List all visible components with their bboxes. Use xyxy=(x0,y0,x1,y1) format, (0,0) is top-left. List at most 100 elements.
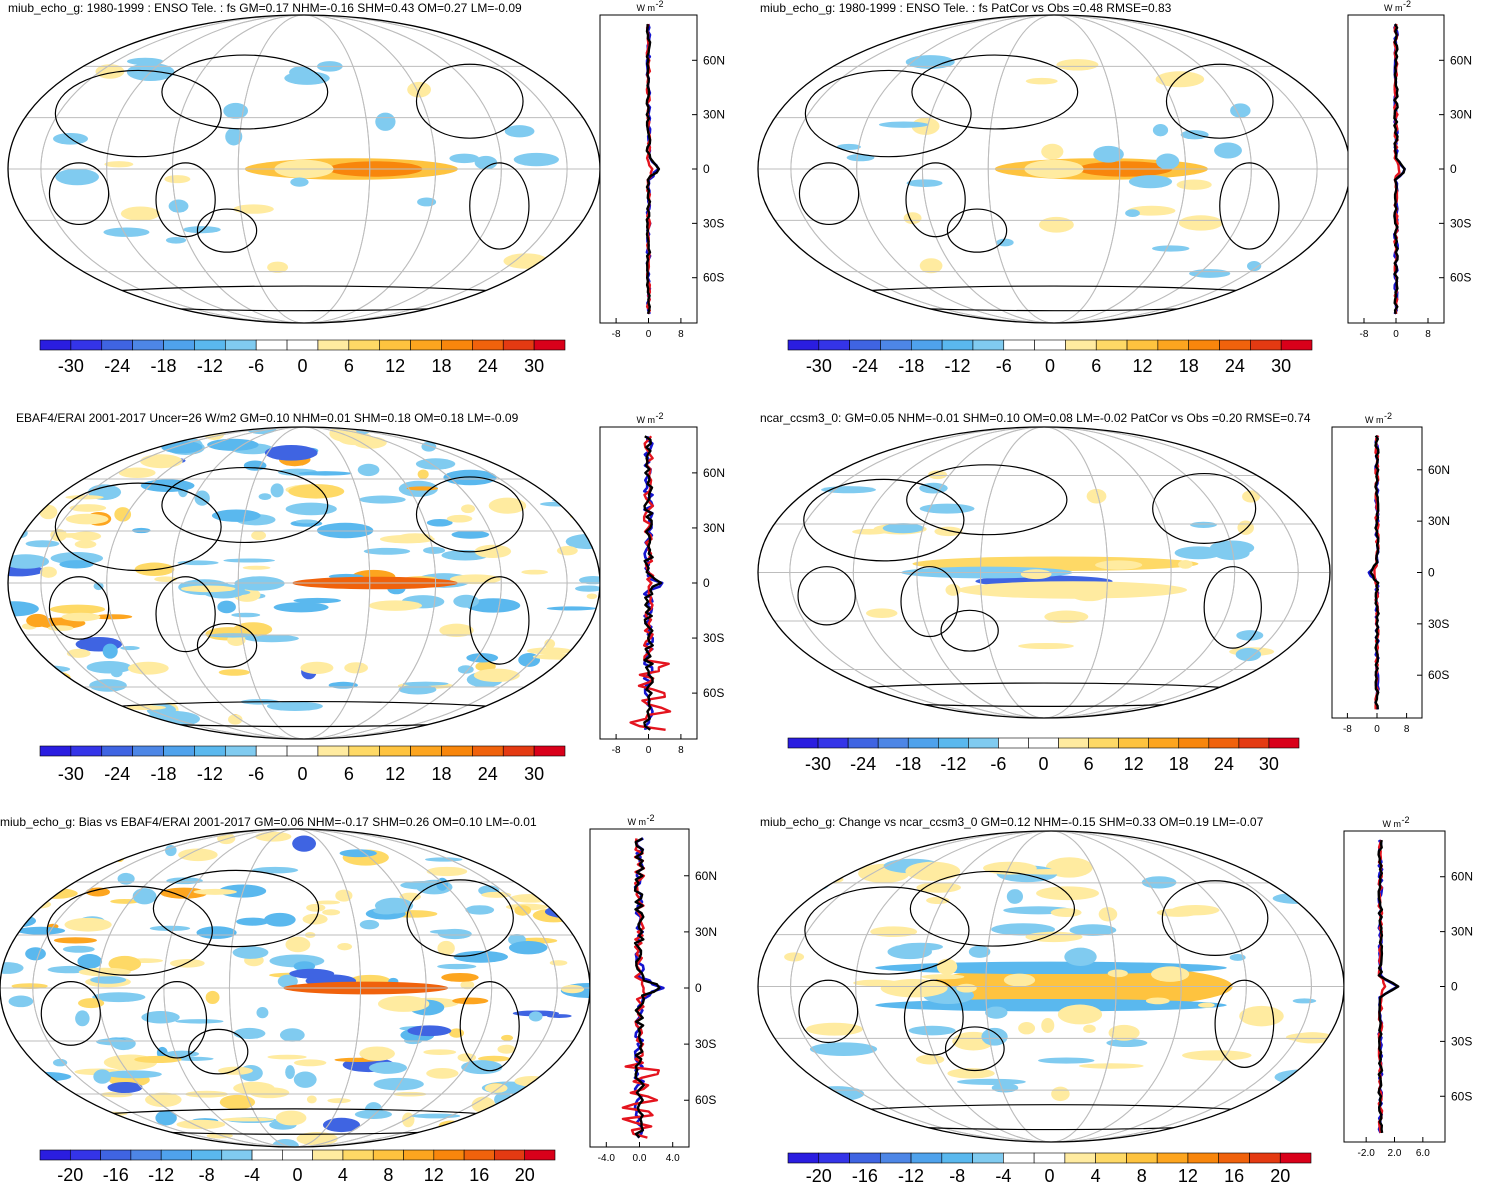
continent-outline xyxy=(155,576,216,653)
colorbar-swatch xyxy=(502,339,535,351)
meridian-gridline xyxy=(852,427,1236,718)
colorbar-swatch xyxy=(39,745,72,757)
lat-tick-label: 60N xyxy=(1451,870,1473,884)
colorbar-swatch xyxy=(224,745,257,757)
colorbar-swatch xyxy=(1088,737,1119,749)
meridian-gridline xyxy=(790,15,1318,323)
colorbar-swatch xyxy=(163,745,195,757)
lat-tick-label: 0 xyxy=(695,981,702,995)
colorbar-label: -8 xyxy=(199,1165,215,1185)
colorbar-swatch xyxy=(132,745,164,757)
colorbar-label: 12 xyxy=(1178,1166,1198,1186)
colorbar-label: 20 xyxy=(515,1165,535,1185)
colorbar-label: 30 xyxy=(1271,356,1291,376)
colorbar-swatch xyxy=(441,745,473,757)
meridian-gridline xyxy=(40,15,568,323)
profile-x-tick-label: 0 xyxy=(1393,329,1399,340)
units-exponent: -2 xyxy=(1403,0,1411,9)
map-p3 xyxy=(7,426,601,740)
continent-outline xyxy=(40,981,101,1046)
map-p4 xyxy=(757,426,1331,719)
colorbar-swatch xyxy=(433,1149,465,1161)
colorbar-label: 4 xyxy=(338,1165,348,1185)
meridian-gridline xyxy=(985,831,1117,1142)
profile-x-tick-label: 8 xyxy=(1404,724,1410,735)
continent-outline xyxy=(196,208,258,253)
colorbar-swatch xyxy=(130,1149,162,1161)
colorbar-swatch xyxy=(818,339,850,351)
map-p5 xyxy=(0,828,591,1148)
lat-tick-label: 60S xyxy=(703,271,724,285)
colorbar-swatch xyxy=(1280,339,1313,351)
lat-tick-label: 30S xyxy=(1451,1034,1472,1048)
colorbar-label: -6 xyxy=(996,356,1012,376)
colorbar-swatch xyxy=(39,1149,71,1161)
colorbar-label: -18 xyxy=(151,764,177,784)
colorbar-label: -24 xyxy=(850,754,876,774)
continent-outline xyxy=(905,162,966,238)
colorbar-swatch xyxy=(972,1152,1004,1164)
lat-tick-label: 30N xyxy=(703,521,725,535)
profile-x-tick-label: 8 xyxy=(1425,329,1431,340)
colorbar-swatch xyxy=(160,1149,192,1161)
profile-x-tick-label: 8 xyxy=(678,745,684,756)
colorbar-label: 4 xyxy=(1091,1166,1101,1186)
colorbar-label: -4 xyxy=(244,1165,260,1185)
profile-line xyxy=(633,837,661,1139)
colorbar-swatch xyxy=(348,339,381,351)
colorbar-swatch xyxy=(224,339,257,351)
continent-outline xyxy=(161,54,329,130)
meridian-gridline xyxy=(171,427,437,739)
colorbar-swatch xyxy=(372,1149,404,1161)
continent-outline xyxy=(804,69,972,158)
colorbar-swatch xyxy=(1058,737,1089,749)
profile-x-tick-label: 6.0 xyxy=(1416,1148,1430,1159)
colorbar-swatch xyxy=(533,339,566,351)
colorbar-label: -30 xyxy=(58,764,84,784)
colorbar-label: 24 xyxy=(478,764,498,784)
panel-title: miub_echo_g: Change vs ncar_ccsm3_0 GM=0… xyxy=(760,815,1264,829)
units-label: W m xyxy=(637,3,656,13)
meridian-gridline xyxy=(237,15,371,323)
colorbar-label: -12 xyxy=(945,356,971,376)
colorbar-swatch xyxy=(1249,1152,1281,1164)
zonal-profile-p3: W m -2 60N 30N 0 30S 60S -8 0 8 xyxy=(599,411,725,756)
colorbar-label: -18 xyxy=(898,356,924,376)
colorbar-swatch xyxy=(282,1149,313,1161)
continent-outline xyxy=(797,566,856,626)
colorbar-swatch xyxy=(163,339,195,351)
continent-outline xyxy=(803,478,965,562)
colorbar-label: -30 xyxy=(805,754,831,774)
colorbar-label: -8 xyxy=(949,1166,965,1186)
continent-outline xyxy=(155,162,216,238)
colorbar-label: -12 xyxy=(898,1166,924,1186)
meridian-gridline xyxy=(856,15,1252,323)
panel-title: EBAF4/ERAI 2001-2017 Uncer=26 W/m2 GM=0.… xyxy=(16,411,519,425)
colorbar-swatch xyxy=(1064,1152,1096,1164)
colorbar-swatch xyxy=(879,1152,912,1164)
colorbar-swatch xyxy=(1250,339,1282,351)
colorbar-swatch xyxy=(472,339,504,351)
colorbar-label: 18 xyxy=(1179,356,1199,376)
colorbar-swatch xyxy=(1065,339,1097,351)
colorbar-swatch xyxy=(941,1152,973,1164)
units-label: W m xyxy=(637,415,656,425)
colorbar-swatch xyxy=(286,339,319,351)
lat-tick-label: 60N xyxy=(703,466,725,480)
continent-outline xyxy=(54,69,222,158)
profile-line xyxy=(645,23,654,315)
colorbar-p6: -20 -16 -12 -8 -4 0 4 8 12 16 20 xyxy=(787,1152,1312,1186)
colorbar-label: -18 xyxy=(151,356,177,376)
profile-x-tick-label: 8 xyxy=(678,329,684,340)
colorbar-swatch xyxy=(1148,737,1180,749)
colorbar-swatch xyxy=(968,737,999,749)
lat-tick-label: 30S xyxy=(703,631,724,645)
map-border xyxy=(757,426,1331,719)
panel-title: ncar_ccsm3_0: GM=0.05 NHM=-0.01 SHM=0.10… xyxy=(760,411,1311,425)
colorbar-swatch xyxy=(463,1149,495,1161)
colorbar-swatch xyxy=(441,339,473,351)
map-p1 xyxy=(7,14,601,324)
colorbar-label: -12 xyxy=(197,356,223,376)
colorbar-label: -16 xyxy=(103,1165,129,1185)
panel-title: miub_echo_g: 1980-1999 : ENSO Tele. : fs… xyxy=(760,1,1172,15)
